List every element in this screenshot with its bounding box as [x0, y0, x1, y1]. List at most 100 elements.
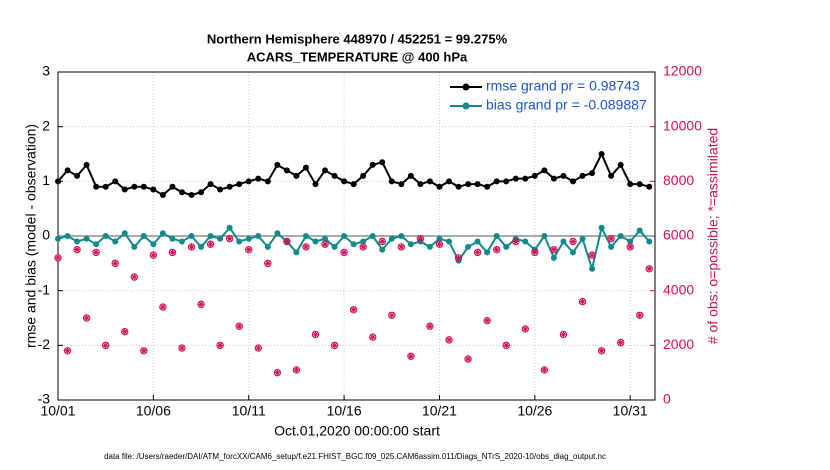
obs-assimilated — [608, 235, 615, 242]
y-tick-label: -1 — [38, 281, 51, 297]
series-marker — [121, 186, 128, 193]
series-marker — [541, 167, 548, 174]
obs-assimilated — [407, 353, 414, 360]
obs-marker — [216, 341, 224, 350]
obs-marker — [512, 237, 520, 246]
series-marker — [465, 243, 472, 250]
series-marker — [531, 172, 538, 179]
series-marker — [55, 235, 61, 242]
series-marker — [312, 181, 319, 188]
y-tick-label: -2 — [38, 336, 51, 352]
obs-possible — [197, 300, 205, 309]
obs-marker — [254, 344, 262, 352]
series-marker — [217, 186, 224, 193]
obs-assimilated — [636, 312, 643, 319]
obs-possible — [426, 322, 434, 330]
series-marker — [627, 238, 634, 245]
obs-possible — [321, 240, 329, 248]
obs-marker — [378, 237, 386, 246]
legend-marker — [462, 102, 470, 110]
series-marker — [245, 178, 252, 185]
obs-assimilated — [169, 249, 176, 256]
obs-possible — [273, 368, 282, 377]
obs-assimilated — [455, 254, 462, 261]
series-marker — [159, 192, 166, 198]
obs-assimilated — [178, 345, 185, 352]
series-marker — [341, 178, 348, 185]
obs-marker — [178, 344, 186, 352]
obs-possible — [607, 235, 615, 243]
y2-tick-label: 4000 — [663, 281, 694, 297]
series-marker — [93, 241, 100, 248]
series-marker — [150, 241, 157, 248]
obs-marker — [159, 303, 167, 311]
obs-possible — [616, 338, 625, 347]
series-marker — [369, 233, 376, 239]
obs-marker — [292, 366, 301, 374]
series-marker — [455, 183, 462, 190]
series-marker — [131, 183, 138, 190]
series-marker — [646, 183, 653, 190]
obs-assimilated — [350, 306, 357, 313]
obs-marker — [550, 245, 558, 254]
obs-possible — [92, 248, 100, 257]
obs-possible — [292, 366, 301, 374]
obs-marker — [369, 333, 377, 341]
obs-assimilated — [302, 243, 309, 250]
series-marker — [55, 178, 61, 185]
obs-marker — [273, 368, 282, 377]
obs-assimilated — [598, 347, 605, 354]
series-marker — [512, 175, 519, 182]
obs-possible — [283, 237, 291, 246]
series-marker — [131, 243, 138, 250]
series-marker — [274, 230, 281, 237]
obs-assimilated — [102, 342, 109, 349]
obs-marker — [187, 243, 196, 251]
obs-possible — [416, 235, 425, 243]
series-marker — [83, 235, 90, 242]
series-marker — [436, 183, 443, 190]
obs-assimilated — [541, 366, 548, 373]
obs-assimilated — [312, 331, 319, 338]
obs-possible — [340, 248, 348, 257]
obs-marker — [349, 306, 358, 314]
series-marker — [226, 183, 233, 190]
y2-axis-label: # of obs: o=possible; *=assimilated — [705, 128, 721, 344]
obs-assimilated — [646, 265, 653, 272]
obs-assimilated — [617, 339, 624, 346]
series-marker — [484, 249, 491, 256]
obs-assimilated — [589, 252, 596, 259]
series-marker — [369, 161, 376, 168]
series-marker — [569, 178, 576, 185]
obs-assimilated — [112, 260, 119, 267]
y-tick-label: 3 — [42, 63, 50, 79]
series-marker — [264, 178, 271, 185]
y2-tick-label: 2000 — [663, 336, 694, 352]
obs-possible — [254, 344, 262, 352]
obs-possible — [445, 336, 453, 344]
obs-marker — [636, 311, 644, 319]
obs-possible — [216, 341, 224, 350]
series-marker — [503, 243, 510, 250]
series-marker — [350, 181, 357, 188]
y2-tick-label: 0 — [663, 391, 671, 407]
obs-possible — [302, 243, 310, 251]
obs-assimilated — [341, 249, 348, 256]
obs-marker — [464, 355, 472, 363]
obs-possible — [187, 243, 196, 251]
series-marker — [140, 233, 147, 239]
series-marker — [331, 172, 338, 179]
series-marker — [388, 235, 395, 242]
obs-marker — [359, 243, 367, 251]
series-marker — [493, 233, 500, 239]
obs-marker — [101, 341, 110, 350]
obs-assimilated — [188, 243, 195, 250]
obs-marker — [283, 237, 291, 246]
series-marker — [293, 172, 300, 179]
obs-marker — [540, 366, 549, 374]
series-marker — [569, 249, 576, 256]
series-marker — [169, 183, 176, 190]
series-marker — [608, 243, 615, 250]
obs-marker — [321, 240, 329, 248]
series-marker — [646, 238, 653, 245]
